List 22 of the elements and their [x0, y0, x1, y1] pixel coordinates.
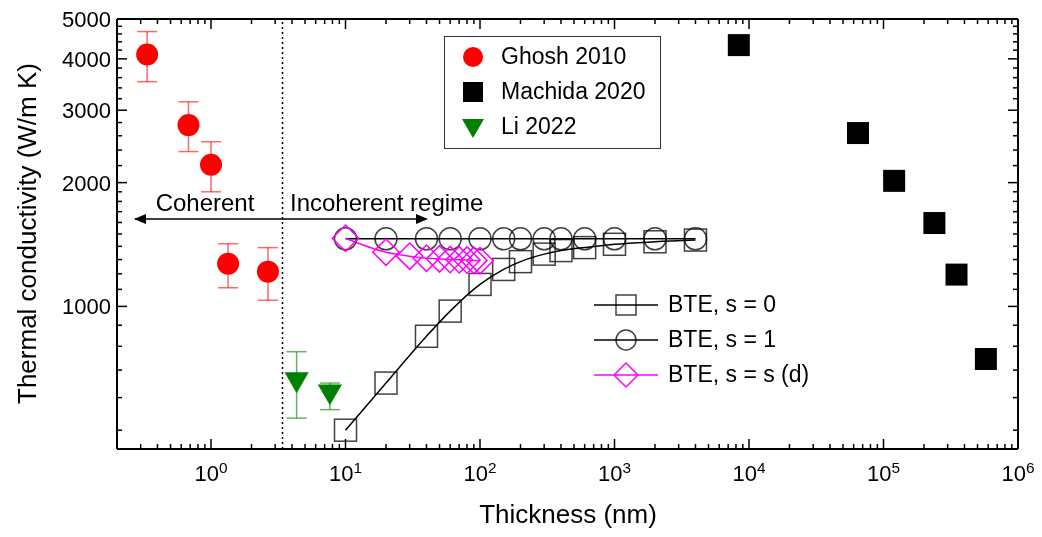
- y-tick-label: 2000: [62, 170, 111, 196]
- annotation: Coherent: [155, 189, 255, 216]
- y-tick-label: 5000: [62, 7, 111, 32]
- y-axis-title: Thermal conductivity (W/m K): [12, 63, 42, 404]
- x-tick-label: 10$^{4}$: [732, 458, 766, 486]
- x-tick-label: 10$^{0}$: [194, 458, 228, 486]
- legend-label: BTE, s = 1: [668, 326, 777, 353]
- y-tick-label: 4000: [62, 46, 111, 72]
- y-tick-label: 1000: [62, 294, 111, 320]
- x-tick-label: 10$^{2}$: [463, 458, 497, 486]
- legend-label: BTE, s = 0: [668, 291, 777, 318]
- x-tick-label: 10$^{5}$: [866, 458, 901, 486]
- x-axis-title: Thickness (nm): [479, 499, 657, 529]
- legend-label: Li 2022: [501, 113, 577, 140]
- legend-label: Machida 2020: [501, 78, 646, 105]
- x-tick-label: 10$^{1}$: [328, 458, 363, 486]
- x-tick-label: 10$^{3}$: [597, 458, 632, 486]
- y-tick-label: 3000: [62, 98, 111, 124]
- legend-label: Ghosh 2010: [501, 43, 627, 70]
- x-tick-label: 10$^{6}$: [1001, 458, 1035, 486]
- annotation: Incoherent regime: [290, 189, 484, 216]
- legend-label: BTE, s = s (d): [668, 361, 810, 388]
